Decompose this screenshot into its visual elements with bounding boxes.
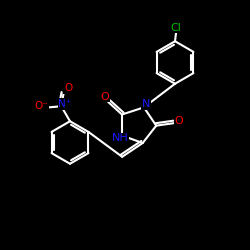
Text: NH: NH — [112, 134, 128, 143]
Text: O⁻: O⁻ — [34, 100, 48, 110]
Text: O: O — [175, 116, 184, 126]
Text: Cl: Cl — [171, 22, 182, 32]
Text: N⁺: N⁺ — [58, 99, 71, 109]
Text: O: O — [101, 92, 110, 102]
Text: N: N — [142, 100, 150, 110]
Text: O: O — [64, 83, 72, 93]
